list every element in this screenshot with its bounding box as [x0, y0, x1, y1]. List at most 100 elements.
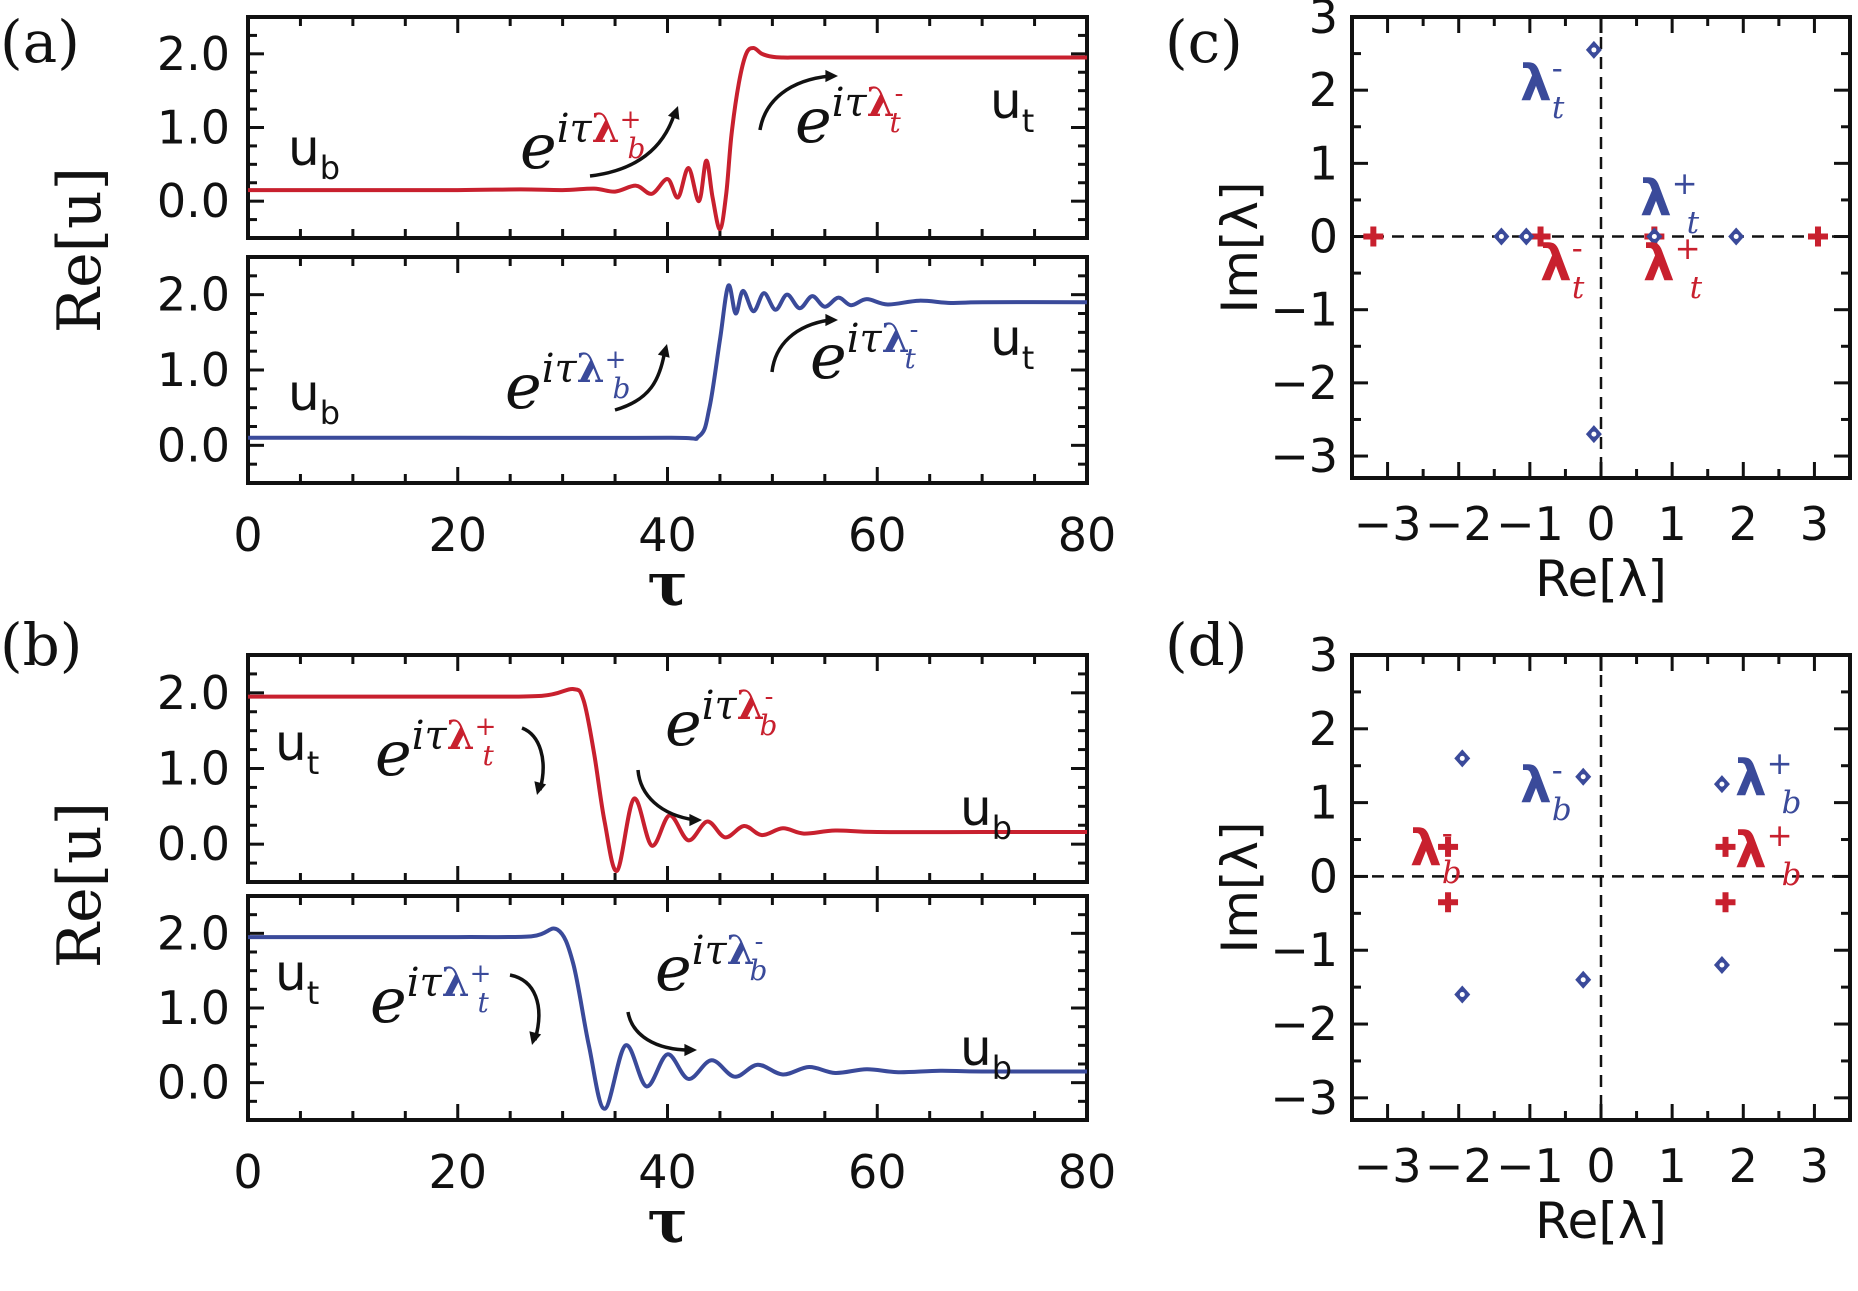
x-axis-label: τ — [647, 550, 687, 620]
x-tick-label: 80 — [1058, 1145, 1117, 1199]
point-label: λ+ b — [1735, 818, 1801, 893]
y-axis-label: Re[u] — [45, 167, 115, 333]
panel-a-top — [246, 15, 1089, 240]
panel-label: (c) — [1165, 8, 1243, 76]
y-axis-label: Re[u] — [45, 802, 115, 968]
panel-b-top — [246, 653, 1089, 884]
y-axis-label: Im[λ] — [1211, 821, 1269, 953]
y-tick-label: 2.0 — [157, 27, 230, 81]
right-state-label: ut — [990, 72, 1034, 140]
panel-label: (a) — [0, 8, 80, 76]
exponent-annotation: eiτλ+ b — [505, 345, 630, 423]
exponent-annotation: eiτλ-b — [665, 682, 777, 760]
y-tick-label: 1.0 — [157, 742, 230, 796]
y-tick-label: 0.0 — [157, 817, 230, 871]
x-tick-label: 40 — [638, 1145, 697, 1199]
exponent-annotation: eiτλ-t — [810, 315, 918, 393]
exponent-annotation: eiτλ+ b — [520, 105, 645, 183]
curved-arrow — [636, 769, 696, 822]
diamond-point-center — [1651, 234, 1657, 240]
x-tick-label: 0 — [233, 508, 262, 562]
diamond-point-center — [1719, 781, 1725, 787]
x-tick-label: 1 — [1658, 1139, 1687, 1193]
x-tick-label: −2 — [1425, 497, 1493, 551]
left-state-label: ut — [275, 944, 319, 1012]
series-line — [247, 687, 1087, 873]
diamond-point-center — [1580, 774, 1586, 780]
y-tick-label: 0 — [1309, 849, 1338, 903]
series-line — [247, 283, 1088, 441]
panel-c — [1350, 15, 1852, 480]
y-tick-label: −2 — [1270, 997, 1338, 1051]
y-tick-label: 1.0 — [157, 101, 230, 155]
arrowhead — [657, 344, 670, 358]
x-tick-label: 3 — [1800, 1139, 1829, 1193]
y-tick-label: 1.0 — [157, 343, 230, 397]
x-tick-label: −3 — [1354, 497, 1422, 551]
y-tick-label: 2 — [1309, 702, 1338, 756]
diamond-point-center — [1523, 234, 1529, 240]
series-line — [248, 45, 1087, 232]
x-tick-label: −1 — [1496, 497, 1564, 551]
curved-arrow — [626, 1011, 691, 1052]
arrowhead — [529, 1031, 542, 1045]
panel-label: (b) — [0, 611, 82, 679]
curved-arrow — [589, 111, 677, 178]
point-label: λ-t — [1520, 51, 1565, 126]
y-tick-label: 3 — [1309, 628, 1338, 682]
y-tick-label: 2 — [1309, 63, 1338, 117]
curved-arrow — [509, 973, 541, 1041]
x-tick-label: 2 — [1729, 497, 1758, 551]
y-tick-label: 2.0 — [157, 268, 230, 322]
right-state-label: ub — [960, 779, 1012, 847]
exponent-annotation: eiτλ+ t — [370, 959, 491, 1037]
x-tick-label: 0 — [233, 1145, 262, 1199]
right-state-label: ut — [990, 309, 1034, 377]
x-tick-label: 0 — [1586, 497, 1615, 551]
y-tick-label: −1 — [1270, 283, 1338, 337]
x-axis-label: Re[λ] — [1535, 1192, 1667, 1250]
panel-b-bottom — [246, 894, 1089, 1122]
arrowhead — [534, 781, 547, 795]
plot-frame — [246, 255, 1089, 485]
y-tick-label: 0.0 — [157, 174, 230, 228]
plus-point — [1715, 892, 1736, 913]
x-tick-label: 60 — [848, 508, 907, 562]
y-axis-label: Im[λ] — [1211, 181, 1269, 313]
point-label: λ+ b — [1735, 746, 1801, 821]
arrowhead — [667, 106, 680, 120]
x-axis-label: τ — [647, 1187, 687, 1257]
diamond-point-center — [1498, 234, 1504, 240]
exponent-annotation: eiτλ-b — [655, 927, 767, 1005]
x-tick-label: 0 — [1586, 1139, 1615, 1193]
diamond-point-center — [1591, 431, 1597, 437]
x-tick-label: 40 — [638, 508, 697, 562]
y-tick-label: 3 — [1309, 0, 1338, 44]
point-label: λ-b — [1410, 816, 1462, 891]
x-tick-label: 1 — [1658, 497, 1687, 551]
exponent-annotation: eiτλ-t — [795, 79, 903, 157]
diamond-point-center — [1580, 977, 1586, 983]
plus-point — [1807, 226, 1828, 247]
y-tick-label: −2 — [1270, 356, 1338, 410]
diamond-point-center — [1459, 992, 1465, 998]
diamond-point-center — [1459, 755, 1465, 761]
curved-arrow — [758, 74, 831, 131]
left-state-label: ut — [275, 714, 319, 782]
y-tick-label: 0 — [1309, 210, 1338, 264]
curved-arrow — [614, 349, 667, 412]
diamond-point-center — [1591, 47, 1597, 53]
left-state-label: ub — [288, 119, 340, 187]
x-tick-label: 20 — [428, 1145, 487, 1199]
y-tick-label: 1.0 — [157, 981, 230, 1035]
y-tick-label: −3 — [1270, 429, 1338, 483]
point-label: λ+ t — [1640, 166, 1700, 241]
curved-arrow — [521, 726, 545, 791]
curved-arrow — [770, 318, 831, 373]
x-axis-label: Re[λ] — [1535, 550, 1667, 608]
x-tick-label: 80 — [1058, 508, 1117, 562]
arrowhead — [684, 1043, 697, 1057]
y-tick-label: 0.0 — [157, 1056, 230, 1110]
exponent-annotation: eiτλ+ t — [375, 712, 496, 790]
